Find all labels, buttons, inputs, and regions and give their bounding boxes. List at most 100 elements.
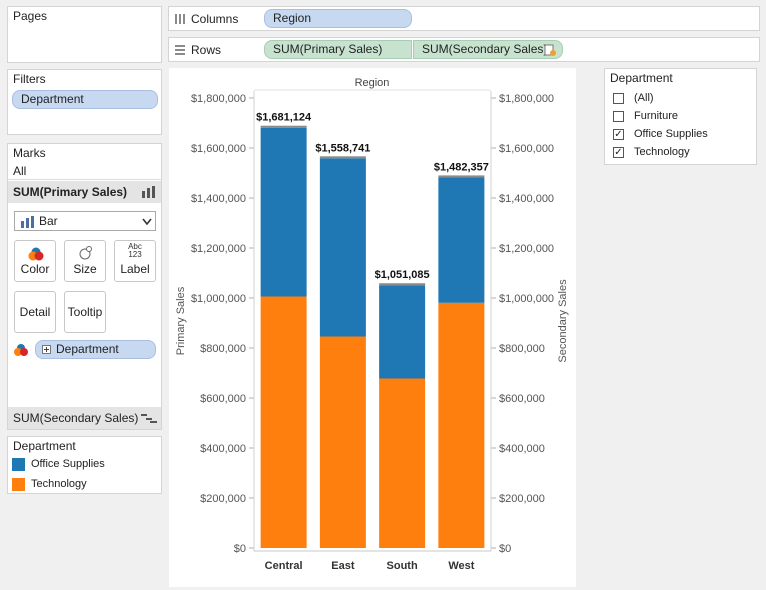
- dual-axis-icon: [544, 44, 556, 56]
- secondary-axis-mark[interactable]: [319, 156, 366, 159]
- chart-view[interactable]: Region $0 $0 $200,000 $200,000 $400,000 $400,…: [169, 68, 576, 587]
- legend-title: Department: [13, 439, 76, 453]
- x-category-label: Central: [265, 560, 303, 572]
- legend-swatch: [12, 478, 25, 491]
- bar-segment-office-supplies[interactable]: [319, 158, 366, 337]
- detail-button-label: Detail: [19, 305, 51, 319]
- rows-icon: [175, 45, 185, 55]
- legend-label: Office Supplies: [31, 458, 105, 470]
- y-tick-label: $1,400,000: [191, 193, 246, 205]
- bar-total-label: $1,558,741: [315, 142, 370, 154]
- department-filter-card[interactable]: Department (All) Furniture ✓ Office Supp…: [604, 68, 757, 165]
- expand-icon[interactable]: [42, 345, 51, 354]
- tooltip-button[interactable]: Tooltip: [64, 291, 106, 333]
- y2-tick-label: $1,600,000: [499, 143, 554, 155]
- marks-secondary-tab[interactable]: SUM(Secondary Sales): [8, 407, 161, 429]
- mark-type-value: Bar: [39, 214, 58, 228]
- color-icon: [28, 247, 44, 261]
- rows-pill-primary-sales[interactable]: SUM(Primary Sales): [264, 40, 412, 59]
- x-category-label: South: [387, 560, 418, 572]
- marks-card[interactable]: Marks All SUM(Primary Sales) Bar Color S…: [7, 143, 162, 430]
- pages-card[interactable]: Pages: [7, 6, 162, 63]
- filter-option-label: Furniture: [634, 110, 679, 122]
- bar-mark-icon: [142, 186, 155, 198]
- y2-tick-label: $0: [499, 543, 511, 555]
- filter-pill-department[interactable]: Department: [12, 90, 158, 109]
- legend-item-office-supplies[interactable]: Office Supplies: [12, 457, 157, 473]
- detail-button[interactable]: Detail: [14, 291, 56, 333]
- marks-secondary-measure: SUM(Secondary Sales): [13, 411, 139, 425]
- y-tick-label: $1,200,000: [191, 243, 246, 255]
- bar-segment-technology[interactable]: [379, 378, 426, 549]
- size-button[interactable]: Size: [64, 240, 106, 282]
- color-button-label: Color: [20, 262, 50, 276]
- checkbox[interactable]: [613, 93, 624, 104]
- y-tick-label: $800,000: [200, 343, 246, 355]
- filter-option-label: (All): [634, 92, 654, 104]
- color-button[interactable]: Color: [14, 240, 56, 282]
- label-button[interactable]: Abc 123 Label: [114, 240, 156, 282]
- size-button-label: Size: [73, 262, 97, 276]
- label-button-label: Label: [120, 262, 150, 276]
- bar-segment-office-supplies[interactable]: [379, 285, 426, 379]
- filter-option-furniture[interactable]: Furniture: [613, 109, 753, 125]
- bar-segment-office-supplies[interactable]: [438, 177, 485, 303]
- color-legend[interactable]: Department Office Supplies Technology: [7, 436, 162, 494]
- column-header: Region: [355, 77, 390, 89]
- bar-segment-technology[interactable]: [260, 296, 307, 549]
- bar-segment-technology[interactable]: [319, 336, 366, 549]
- y2-tick-label: $400,000: [499, 443, 545, 455]
- chevron-down-icon: [142, 218, 152, 226]
- y-tick-label: $0: [234, 543, 246, 555]
- marks-color-pill-department[interactable]: Department: [35, 340, 156, 359]
- marks-all-label: All: [13, 164, 27, 178]
- columns-label: Columns: [191, 12, 239, 26]
- marks-color-pill-label: Department: [56, 342, 119, 356]
- y-tick-label: $200,000: [200, 493, 246, 505]
- tooltip-button-label: Tooltip: [67, 305, 103, 319]
- legend-item-technology[interactable]: Technology: [12, 477, 157, 493]
- columns-pill-region[interactable]: Region: [264, 9, 412, 28]
- columns-icon: [175, 14, 185, 24]
- secondary-axis-mark[interactable]: [260, 125, 307, 128]
- filter-option-technology[interactable]: ✓ Technology: [613, 145, 753, 161]
- rows-shelf[interactable]: Rows SUM(Primary Sales) SUM(Secondary Sa…: [168, 37, 760, 62]
- rows-label: Rows: [191, 43, 222, 57]
- y-tick-label: $600,000: [200, 393, 246, 405]
- filter-option-label: Technology: [634, 146, 690, 158]
- stacked-bar-chart[interactable]: Region $0 $0 $200,000 $200,000 $400,000 $400,…: [169, 68, 576, 587]
- marks-primary-tab[interactable]: SUM(Primary Sales): [8, 181, 161, 203]
- bar-segment-technology[interactable]: [438, 302, 485, 548]
- columns-shelf[interactable]: Columns Region: [168, 6, 760, 31]
- y2-tick-label: $600,000: [499, 393, 545, 405]
- checkbox[interactable]: [613, 111, 624, 122]
- rows-pill-secondary-sales[interactable]: SUM(Secondary Sales): [413, 40, 563, 59]
- filter-option-office-supplies[interactable]: ✓ Office Supplies: [613, 127, 753, 143]
- y2-axis-title: Secondary Sales: [557, 279, 569, 363]
- y2-tick-label: $1,400,000: [499, 193, 554, 205]
- x-category-label: West: [448, 560, 474, 572]
- marks-title: Marks: [13, 146, 46, 160]
- secondary-axis-mark[interactable]: [379, 283, 426, 286]
- y2-tick-label: $200,000: [499, 493, 545, 505]
- checkbox-checked[interactable]: ✓: [613, 129, 624, 140]
- x-category-label: East: [331, 560, 355, 572]
- mark-type-dropdown[interactable]: Bar: [14, 211, 156, 231]
- bar-segment-office-supplies[interactable]: [260, 127, 307, 297]
- bar-total-label: $1,681,124: [256, 112, 312, 124]
- bar-total-label: $1,051,085: [375, 269, 430, 281]
- checkbox-checked[interactable]: ✓: [613, 147, 624, 158]
- y-tick-label: $1,000,000: [191, 293, 246, 305]
- filters-title: Filters: [13, 72, 46, 86]
- y2-tick-label: $1,000,000: [499, 293, 554, 305]
- filters-card[interactable]: Filters Department: [7, 69, 162, 135]
- filter-option-all[interactable]: (All): [613, 91, 753, 107]
- marks-all-tab[interactable]: All: [8, 163, 161, 180]
- y-axis-title: Primary Sales: [175, 286, 187, 355]
- secondary-axis-mark[interactable]: [438, 175, 485, 178]
- pages-title: Pages: [13, 9, 48, 23]
- legend-swatch: [12, 458, 25, 471]
- filter-option-label: Office Supplies: [634, 128, 708, 140]
- marks-primary-measure: SUM(Primary Sales): [13, 185, 128, 199]
- y2-tick-label: $1,200,000: [499, 243, 554, 255]
